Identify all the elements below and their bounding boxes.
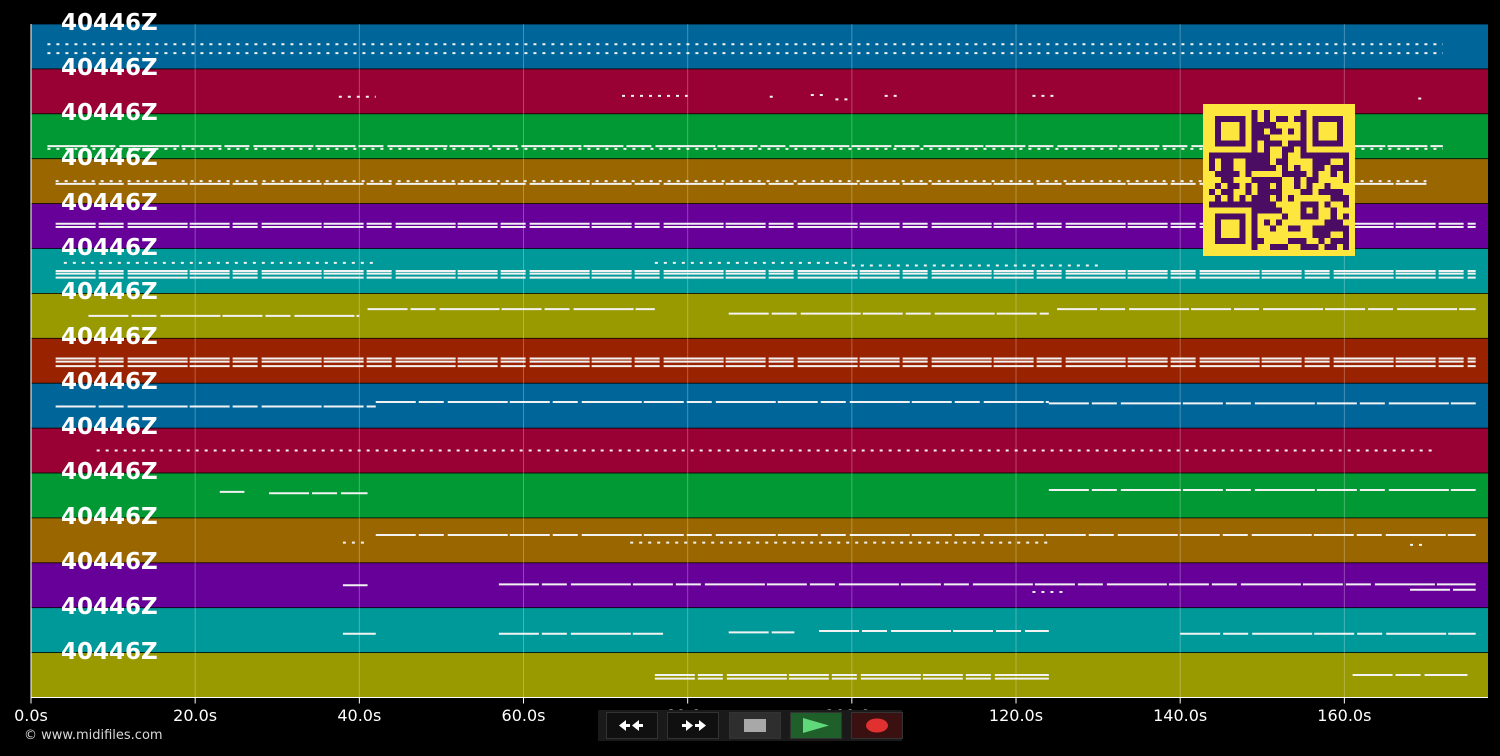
track-label: 40446Z <box>61 54 158 81</box>
track-label: 40446Z <box>61 459 158 485</box>
track-lane <box>31 24 1488 69</box>
fast-forward-icon <box>682 720 706 731</box>
play-icon <box>803 718 829 733</box>
track-label: 40446Z <box>61 189 158 216</box>
track-label: 40446Z <box>61 593 158 620</box>
track-label: 40446Z <box>61 234 158 261</box>
rewind-icon <box>619 720 643 731</box>
track-label: 40446Z <box>61 503 158 530</box>
track-label: 40446Z <box>61 279 158 306</box>
tick-label: 40.0s <box>337 706 382 725</box>
track-lane <box>31 518 1488 563</box>
tick-label: 0.0s <box>14 706 48 725</box>
tick-label: 140.0s <box>1153 706 1208 725</box>
track-label: 40446Z <box>61 414 158 441</box>
track-label: 40446Z <box>61 144 158 171</box>
fast-forward-button[interactable] <box>667 712 719 739</box>
tick-label: 60.0s <box>501 706 546 725</box>
transport-bar <box>598 710 903 741</box>
track-label: 40446Z <box>61 10 158 36</box>
tick-label: 20.0s <box>173 706 218 725</box>
stop-icon <box>744 719 766 732</box>
tick-label: 120.0s <box>988 706 1044 725</box>
track-label: 40446Z <box>61 369 158 396</box>
play-button[interactable] <box>790 712 842 739</box>
tick-label: 160.0s <box>1317 706 1372 725</box>
track-label: 40446Z <box>61 324 158 351</box>
track-lane <box>31 473 1488 518</box>
qr-code[interactable] <box>1203 104 1355 256</box>
track-label: 40446Z <box>61 99 158 126</box>
credit-text: © www.midifiles.com <box>24 728 163 743</box>
track-lane <box>31 428 1488 473</box>
record-button[interactable] <box>851 712 903 739</box>
track-lane <box>31 608 1488 653</box>
track-label: 40446Z <box>61 638 158 665</box>
rewind-button[interactable] <box>606 712 658 739</box>
stop-button[interactable] <box>729 712 781 739</box>
record-icon <box>866 718 888 733</box>
track-label: 40446Z <box>61 548 158 575</box>
